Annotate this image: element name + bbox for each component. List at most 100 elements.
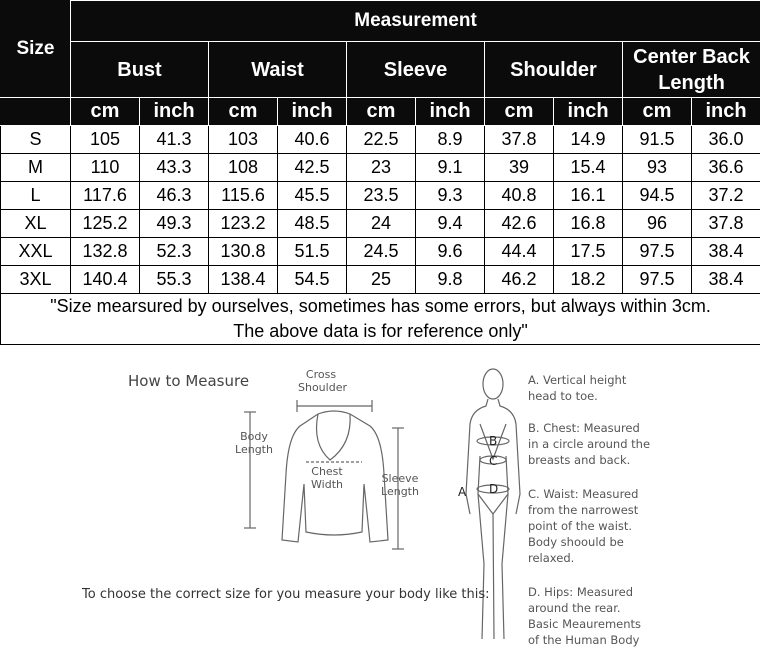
description-c: C. Waist: Measured from the narrowest po…	[528, 487, 639, 565]
size-cell: M	[0, 153, 71, 182]
value-cell: 9.1	[415, 153, 485, 182]
unit-header: cm	[70, 97, 140, 126]
unit-header: inch	[415, 97, 485, 126]
value-cell: 14.9	[553, 125, 623, 154]
value-cell: 45.5	[277, 181, 347, 210]
how-to-measure-title: How to Measure	[128, 372, 250, 390]
table-row: XL 125.2 49.3 123.2 48.5 24 9.4 42.6 16.8 96 37.8	[0, 209, 760, 238]
description-b: B. Chest: Measured in a circle around th…	[528, 421, 651, 467]
size-unit-blank	[0, 97, 71, 126]
body-label-b: B	[489, 434, 497, 448]
value-cell: 15.4	[553, 153, 623, 182]
value-cell: 97.5	[622, 237, 692, 266]
cross-shoulder-label: Cross Shoulder	[298, 368, 347, 394]
value-cell: 55.3	[139, 265, 209, 294]
value-cell: 44.4	[484, 237, 554, 266]
size-cell: L	[0, 181, 71, 210]
note-line-1: "Size mearsured by ourselves, sometimes …	[50, 296, 711, 316]
column-header: Center Back Length	[621, 41, 760, 98]
value-cell: 37.8	[484, 125, 554, 154]
value-cell: 18.2	[553, 265, 623, 294]
value-cell: 125.2	[70, 209, 140, 238]
value-cell: 16.8	[553, 209, 623, 238]
table-row: M 110 43.3 108 42.5 23 9.1 39 15.4 93 36.6	[0, 153, 760, 182]
table-row: 3XL 140.4 55.3 138.4 54.5 25 9.8 46.2 18.2 97.5 38…	[0, 265, 760, 294]
value-cell: 123.2	[208, 209, 278, 238]
value-cell: 37.8	[690, 209, 760, 238]
garment-and-body-diagram: B C D A	[244, 368, 521, 640]
value-cell: 93	[622, 153, 692, 182]
column-header: Waist	[208, 41, 347, 98]
value-cell: 24	[346, 209, 416, 238]
value-cell: 40.6	[277, 125, 347, 154]
unit-header: inch	[690, 97, 760, 126]
value-cell: 138.4	[208, 265, 278, 294]
column-header: Bust	[70, 41, 209, 98]
unit-header: cm	[208, 97, 278, 126]
value-cell: 36.6	[690, 153, 760, 182]
value-cell: 140.4	[70, 265, 140, 294]
value-cell: 105	[70, 125, 140, 154]
value-cell: 17.5	[553, 237, 623, 266]
size-header: Size	[0, 0, 71, 98]
value-cell: 103	[208, 125, 278, 154]
body-label-c: C	[489, 454, 497, 468]
value-cell: 25	[346, 265, 416, 294]
instruction-text: To choose the correct size for you measu…	[82, 587, 490, 602]
value-cell: 130.8	[208, 237, 278, 266]
table-row: S 105 41.3 103 40.6 22.5 8.9 37.8 14.9 91.5 36.0	[0, 125, 760, 154]
value-cell: 43.3	[139, 153, 209, 182]
value-cell: 36.0	[690, 125, 760, 154]
unit-header: inch	[553, 97, 623, 126]
value-cell: 23	[346, 153, 416, 182]
value-cell: 132.8	[70, 237, 140, 266]
value-cell: 9.8	[415, 265, 485, 294]
value-cell: 48.5	[277, 209, 347, 238]
measurement-header: Measurement	[69, 0, 760, 42]
value-cell: 52.3	[139, 237, 209, 266]
value-cell: 54.5	[277, 265, 347, 294]
size-cell: XL	[0, 209, 71, 238]
value-cell: 115.6	[208, 181, 278, 210]
value-cell: 37.2	[690, 181, 760, 210]
unit-header: cm	[622, 97, 692, 126]
value-cell: 97.5	[622, 265, 692, 294]
value-cell: 110	[70, 153, 140, 182]
body-label-a: A	[458, 485, 467, 499]
value-cell: 46.2	[484, 265, 554, 294]
value-cell: 8.9	[415, 125, 485, 154]
value-cell: 117.6	[70, 181, 140, 210]
unit-header: cm	[346, 97, 416, 126]
description-d: D. Hips: Measured around the rear. Basic…	[528, 585, 642, 647]
size-chart-table: Size Measurement Bust Waist Sleeve Shoulder…	[0, 0, 760, 345]
body-label-d: D	[489, 482, 498, 496]
value-cell: 40.8	[484, 181, 554, 210]
value-cell: 91.5	[622, 125, 692, 154]
note-row: "Size mearsured by ourselves, sometimes …	[0, 293, 760, 345]
value-cell: 42.6	[484, 209, 554, 238]
value-cell: 24.5	[346, 237, 416, 266]
value-cell: 38.4	[690, 265, 760, 294]
value-cell: 46.3	[139, 181, 209, 210]
value-cell: 9.6	[415, 237, 485, 266]
value-cell: 51.5	[277, 237, 347, 266]
body-length-label: Body Length	[235, 430, 273, 456]
value-cell: 16.1	[553, 181, 623, 210]
column-header: Shoulder	[484, 41, 623, 98]
value-cell: 38.4	[690, 237, 760, 266]
value-cell: 22.5	[346, 125, 416, 154]
column-header: Sleeve	[346, 41, 485, 98]
size-cell: 3XL	[0, 265, 71, 294]
description-a: A. Vertical height head to toe.	[528, 373, 627, 403]
value-cell: 41.3	[139, 125, 209, 154]
note-line-2: The above data is for reference only"	[233, 321, 528, 341]
unit-header: cm	[484, 97, 554, 126]
value-cell: 108	[208, 153, 278, 182]
note-cell: "Size mearsured by ourselves, sometimes …	[0, 293, 760, 345]
value-cell: 9.3	[415, 181, 485, 210]
value-cell: 23.5	[346, 181, 416, 210]
value-cell: 96	[622, 209, 692, 238]
size-cell: S	[0, 125, 71, 154]
size-cell: XXL	[0, 237, 71, 266]
value-cell: 39	[484, 153, 554, 182]
